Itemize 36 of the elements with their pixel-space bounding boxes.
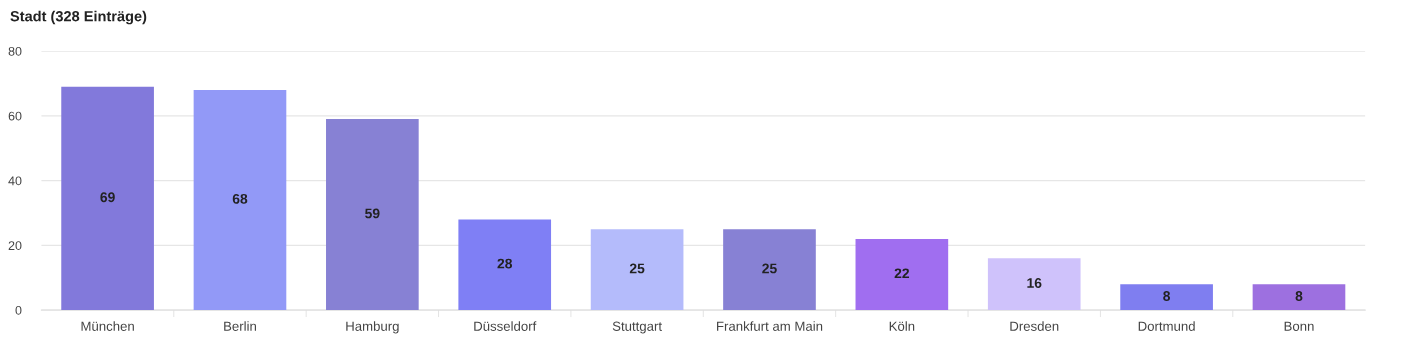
- bar: [987, 258, 1081, 311]
- bar: [590, 229, 684, 311]
- x-tick-label: Dresden: [1010, 321, 1059, 331]
- x-tick-label: Düsseldorf: [474, 321, 537, 331]
- data-label: 16: [1027, 278, 1042, 288]
- bar: [1252, 284, 1346, 311]
- data-label: 69: [100, 192, 115, 203]
- x-tick-label: Berlin: [224, 321, 256, 331]
- x-tick-label: Köln: [889, 321, 915, 331]
- y-tick-label: 0: [15, 305, 22, 315]
- data-label: 25: [629, 263, 645, 274]
- data-label: 28: [497, 258, 513, 269]
- y-tick-label: 40: [8, 176, 22, 186]
- bar: [855, 238, 949, 311]
- chart-title: Stadt (328 Einträge): [10, 10, 147, 25]
- bar: [61, 86, 154, 311]
- x-tick-label: Hamburg: [346, 321, 399, 334]
- data-label: 22: [894, 268, 910, 279]
- bar: [326, 119, 419, 311]
- y-tick-label: 60: [8, 111, 22, 121]
- x-tick-label: München: [81, 321, 134, 331]
- data-label: 8: [1163, 291, 1171, 301]
- x-tick-label: Dortmund: [1138, 321, 1195, 331]
- bar: [458, 219, 552, 311]
- x-tick-label: Frankfurt am Main: [717, 321, 823, 331]
- data-label: 68: [232, 193, 248, 204]
- bar: [1120, 284, 1213, 311]
- x-tick-label: Bonn: [1284, 321, 1314, 331]
- y-tick-label: 20: [8, 241, 22, 250]
- bar: [723, 229, 816, 311]
- y-tick-label: 80: [8, 46, 22, 56]
- data-label: 25: [762, 263, 777, 274]
- x-tick-label: Stuttgart: [612, 321, 662, 334]
- data-label: 8: [1295, 291, 1303, 301]
- data-label: 59: [365, 208, 380, 219]
- bar: [193, 89, 287, 311]
